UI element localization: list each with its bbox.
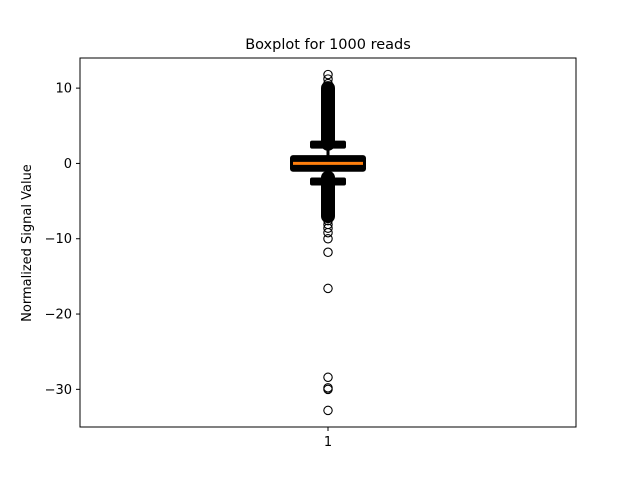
chart-title: Boxplot for 1000 reads: [245, 37, 411, 53]
outlier-point: [323, 69, 333, 80]
y-tick-label: −20: [45, 308, 72, 323]
outlier-point: [323, 78, 333, 89]
outlier-point: [323, 372, 333, 383]
y-tick-label: −10: [45, 232, 72, 247]
lower-cap: [310, 177, 346, 186]
y-axis-label: Normalized Signal Value: [20, 164, 35, 322]
y-tick-label: −30: [45, 383, 72, 398]
outlier-point: [323, 223, 333, 233]
outlier-point: [323, 227, 333, 238]
upper-cap: [310, 140, 346, 149]
y-tick-label: 0: [64, 157, 72, 172]
chart-marks: [290, 69, 366, 416]
outlier-point: [323, 283, 333, 294]
outlier-point: [323, 384, 333, 395]
outlier-point: [323, 233, 333, 244]
x-tick-label: 1: [324, 435, 332, 450]
outlier-point: [323, 74, 333, 84]
outlier-point: [323, 215, 333, 226]
outlier-point: [323, 405, 333, 416]
outlier-band-high-fill: [323, 83, 333, 149]
y-tick-label: 10: [55, 82, 72, 97]
outlier-point: [323, 247, 333, 258]
